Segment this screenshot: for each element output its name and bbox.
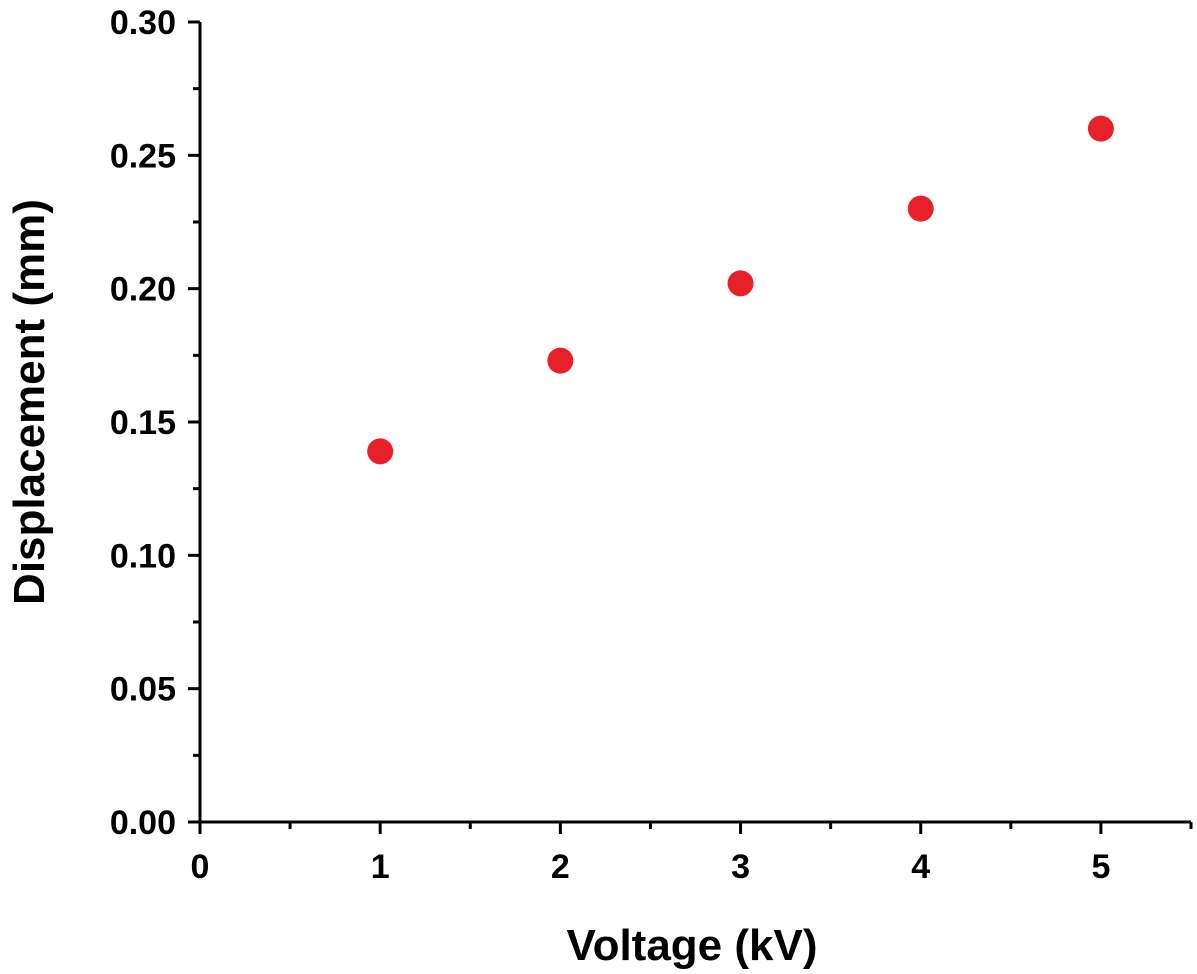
x-axis-ticks: 0 1 2 3 4 5 bbox=[191, 822, 1193, 886]
y-axis-ticks: 0.00 0.05 0.10 0.15 0.20 0.25 0.30 bbox=[110, 4, 200, 842]
x-tick-label: 2 bbox=[551, 848, 570, 886]
y-tick-label: 0.15 bbox=[110, 404, 176, 442]
data-points bbox=[367, 115, 1114, 465]
data-point bbox=[1087, 115, 1114, 142]
x-tick-label: 5 bbox=[1091, 848, 1110, 886]
y-tick-label: 0.25 bbox=[110, 137, 176, 175]
data-point bbox=[727, 270, 754, 297]
x-axis-title: Voltage (kV) bbox=[566, 921, 817, 970]
x-tick-label: 1 bbox=[371, 848, 390, 886]
data-point bbox=[367, 438, 394, 465]
y-tick-label: 0.00 bbox=[110, 804, 176, 842]
y-tick-label: 0.30 bbox=[110, 4, 176, 42]
x-tick-label: 0 bbox=[191, 848, 210, 886]
y-tick-label: 0.05 bbox=[110, 671, 176, 709]
data-point bbox=[547, 347, 574, 374]
x-tick-label: 3 bbox=[731, 848, 750, 886]
y-tick-label: 0.20 bbox=[110, 271, 176, 309]
y-axis-title: Displacement (mm) bbox=[5, 199, 54, 605]
y-tick-label: 0.10 bbox=[110, 537, 176, 575]
data-point bbox=[907, 195, 934, 222]
x-tick-label: 4 bbox=[911, 848, 930, 886]
